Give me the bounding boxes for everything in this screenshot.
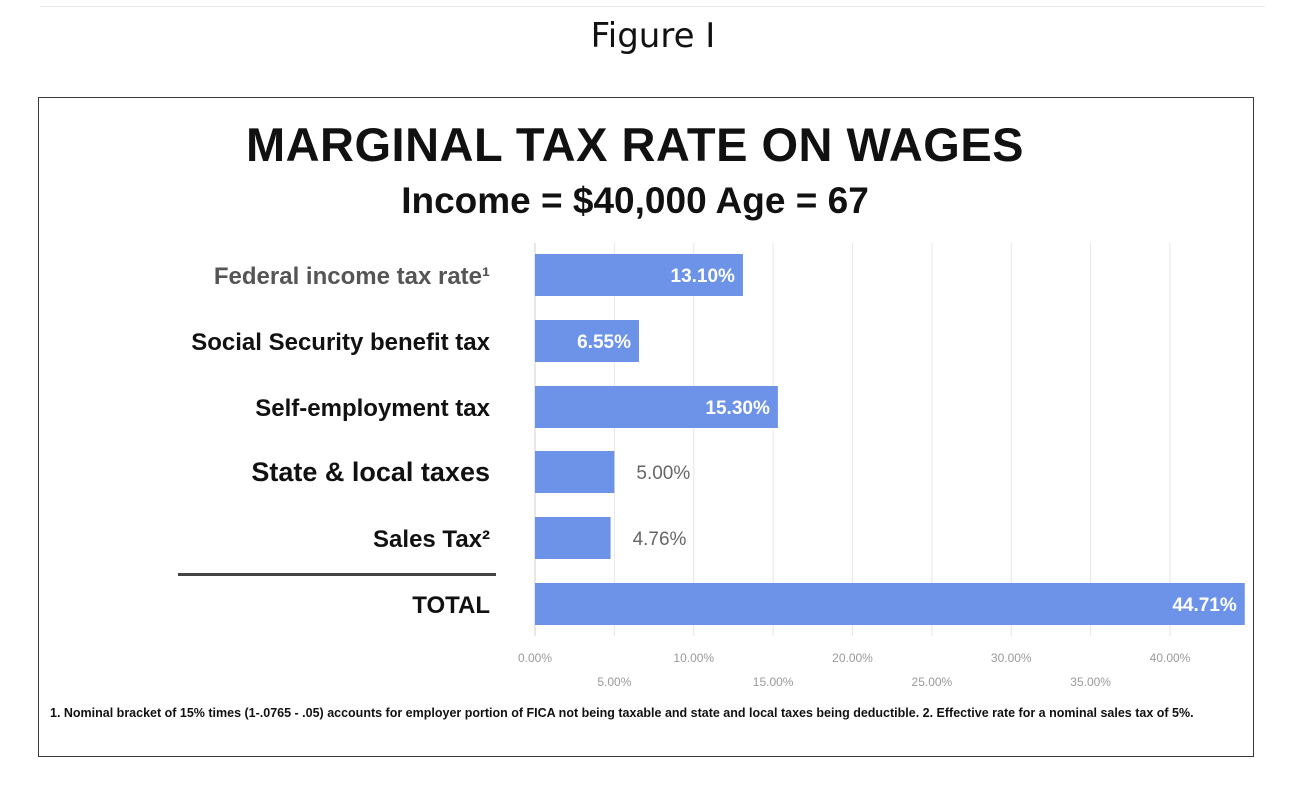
chart-subtitle: Income = $40,000 Age = 67 bbox=[401, 180, 869, 221]
bar bbox=[535, 451, 615, 493]
bar-data-label: 6.55% bbox=[577, 332, 631, 353]
bar bbox=[535, 320, 639, 362]
x-tick-label: 15.00% bbox=[753, 675, 794, 689]
category-label: State & local taxes bbox=[251, 457, 490, 487]
top-divider bbox=[40, 6, 1265, 7]
bar-data-label: 15.30% bbox=[705, 398, 770, 419]
x-tick-label: 20.00% bbox=[832, 651, 873, 665]
bar bbox=[535, 517, 611, 559]
category-label: TOTAL bbox=[412, 592, 490, 619]
x-tick-label: 25.00% bbox=[912, 675, 953, 689]
bar-data-label: 13.10% bbox=[671, 266, 736, 287]
total-separator-line bbox=[178, 573, 496, 576]
x-tick-label: 0.00% bbox=[518, 651, 552, 665]
bar bbox=[535, 386, 778, 428]
chart-title: MARGINAL TAX RATE ON WAGES bbox=[245, 118, 1025, 171]
chart-footnote: 1. Nominal bracket of 15% times (1-.0765… bbox=[50, 706, 1194, 720]
x-tick-label: 10.00% bbox=[673, 651, 714, 665]
category-label: Self-employment tax bbox=[255, 395, 490, 422]
bar bbox=[535, 583, 1245, 625]
category-label: Sales Tax² bbox=[373, 526, 490, 553]
x-tick-label: 5.00% bbox=[597, 675, 631, 689]
bar-data-label: 5.00% bbox=[636, 463, 690, 484]
bar-data-label: 44.71% bbox=[1172, 595, 1237, 616]
x-tick-label: 30.00% bbox=[991, 651, 1032, 665]
category-label: Federal income tax rate¹ bbox=[214, 263, 490, 290]
category-label: Social Security benefit tax bbox=[191, 329, 490, 356]
figure-label: Figure I bbox=[590, 16, 716, 56]
bar-data-label: 4.76% bbox=[633, 529, 687, 550]
x-tick-label: 35.00% bbox=[1070, 675, 1111, 689]
x-tick-label: 40.00% bbox=[1150, 651, 1191, 665]
bar bbox=[535, 254, 743, 296]
